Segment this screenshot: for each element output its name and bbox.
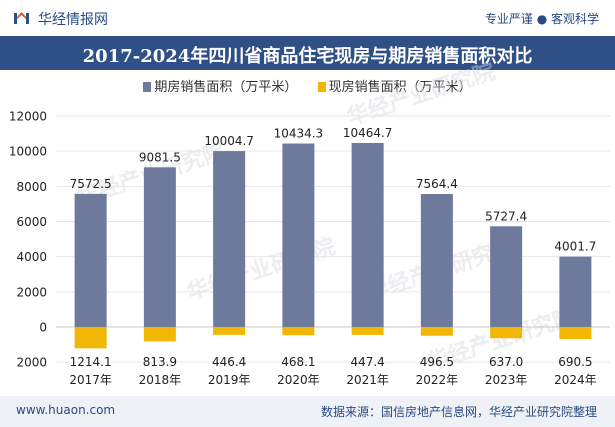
data-label-futures: 9081.5	[139, 150, 181, 164]
bar-futures	[282, 143, 315, 327]
x-tick-label: 2023年	[485, 373, 528, 387]
data-label-spot: 447.4	[350, 355, 384, 369]
chart-legend: 期房销售面积（万平米） 现房销售面积（万平米）	[0, 76, 615, 95]
x-tick-label: 2017年	[69, 373, 112, 387]
bar-spot	[490, 327, 523, 339]
x-tick-label: 2024年	[554, 373, 597, 387]
data-label-spot: 690.5	[558, 355, 592, 369]
chart-title: 2017-2024年四川省商品住宅现房与期房销售面积对比	[82, 46, 533, 67]
bar-futures	[143, 167, 176, 327]
legend-label-spot: 现房销售面积（万平米）	[328, 80, 472, 95]
site-name: 华经情报网	[38, 12, 108, 28]
data-label-spot: 813.9	[143, 355, 177, 369]
legend-item-spot: 现房销售面积（万平米）	[317, 76, 472, 95]
y-tick-label: 0	[39, 321, 47, 335]
bar-futures	[559, 256, 592, 327]
legend-swatch-spot	[317, 82, 326, 92]
data-label-futures: 10434.3	[274, 127, 324, 141]
x-tick-label: 2021年	[346, 373, 389, 387]
data-label-spot: 496.5	[420, 355, 454, 369]
footer-url[interactable]: www.huaon.com	[16, 403, 116, 417]
bar-spot	[74, 327, 107, 349]
legend-swatch-futures	[143, 82, 152, 92]
data-label-spot: 1214.1	[70, 355, 112, 369]
chart-labels: 7572.5 1214.1 2017年 9081.5 813.9 2018年 10004.7…	[69, 126, 596, 387]
y-tick-label: 2000	[16, 285, 47, 299]
bar-spot	[213, 327, 246, 335]
bar-futures	[490, 226, 523, 327]
footer: www.huaon.com 数据来源：国信房地产信息网，华经产业研究院整理	[0, 396, 615, 427]
footer-source: 数据来源：国信房地产信息网，华经产业研究院整理	[320, 405, 597, 419]
y-tick-label: 8000	[16, 180, 47, 194]
bar-spot	[351, 327, 384, 335]
data-label-futures: 5727.4	[485, 209, 527, 223]
bar-futures	[74, 193, 107, 327]
y-tick-label: 12000	[9, 110, 47, 124]
watermark-text: 华经产业研究院	[344, 58, 499, 130]
data-label-futures: 7572.5	[70, 177, 112, 191]
bar-spot	[420, 327, 453, 336]
watermark-text: 华经产业研究院	[184, 233, 339, 305]
data-label-futures: 7564.4	[416, 177, 458, 191]
title-bar: 2017-2024年四川省商品住宅现房与期房销售面积对比	[0, 36, 615, 70]
bar-futures	[351, 142, 384, 327]
data-label-spot: 637.0	[489, 355, 523, 369]
bar-futures	[420, 193, 453, 327]
data-label-spot: 468.1	[281, 355, 315, 369]
bar-spot	[282, 327, 315, 336]
x-tick-label: 2018年	[139, 373, 182, 387]
top-header: 华经情报网 专业严谨 ● 客观科学	[0, 0, 615, 36]
data-label-spot: 446.4	[212, 355, 246, 369]
data-label-futures: 4001.7	[554, 240, 596, 254]
y-tick-label: 6000	[16, 215, 47, 229]
legend-item-futures: 期房销售面积（万平米）	[143, 76, 297, 95]
huajing-logo-icon	[14, 12, 29, 24]
x-tick-label: 2019年	[208, 373, 251, 387]
y-tick-label: 2000	[16, 356, 47, 370]
bar-spot	[143, 327, 176, 342]
x-tick-label: 2020年	[277, 373, 320, 387]
data-label-futures: 10464.7	[343, 126, 393, 140]
y-tick-label: 10000	[9, 145, 47, 159]
bar-futures	[213, 151, 246, 327]
chart-bars	[74, 142, 592, 349]
tagline: 专业严谨 ● 客观科学	[484, 12, 599, 26]
x-tick-label: 2022年	[416, 373, 459, 387]
bar-spot	[559, 327, 592, 340]
bar-chart: 华经产业研究院华经产业研究院华经产业研究院华经产业研究院华经产业研究院 1200…	[9, 58, 610, 387]
y-tick-label: 4000	[16, 250, 47, 264]
data-label-futures: 10004.7	[204, 134, 254, 148]
legend-label-futures: 期房销售面积（万平米）	[154, 80, 298, 95]
